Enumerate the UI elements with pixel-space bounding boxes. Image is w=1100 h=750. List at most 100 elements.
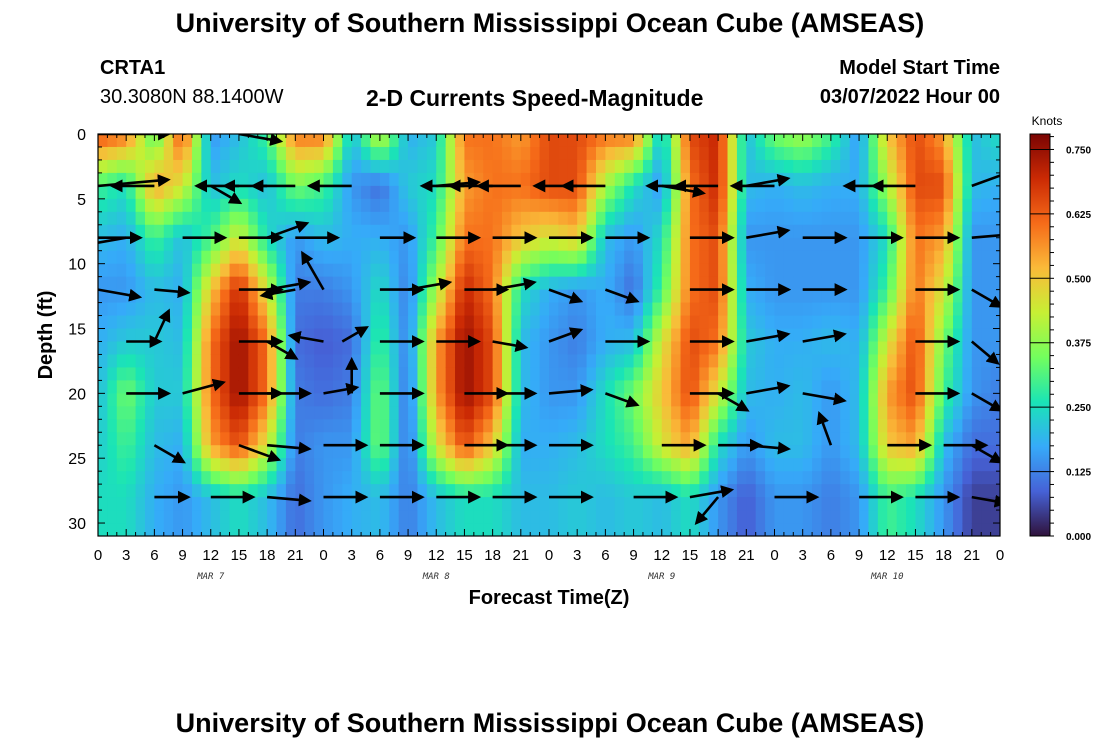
heatmap-cell xyxy=(661,315,672,330)
heatmap-cell xyxy=(492,211,503,226)
heatmap-cell xyxy=(943,146,954,161)
heatmap-cell xyxy=(558,354,569,369)
heatmap-cell xyxy=(445,250,456,265)
heatmap-cell xyxy=(793,432,804,446)
heatmap-cell xyxy=(877,237,888,252)
heatmap-cell xyxy=(267,354,278,369)
heatmap-cell xyxy=(633,484,644,498)
heatmap-cell xyxy=(530,510,541,524)
current-vector xyxy=(154,285,191,299)
heatmap-cell xyxy=(849,328,860,343)
heatmap-cell xyxy=(126,211,137,226)
heatmap-cell xyxy=(342,471,353,485)
heatmap-cell xyxy=(182,406,193,420)
heatmap-cell xyxy=(201,393,212,407)
heatmap-cell xyxy=(765,289,776,304)
heatmap-cell xyxy=(379,341,390,356)
heatmap-cell xyxy=(257,198,268,213)
heatmap-cell xyxy=(746,484,757,498)
heatmap-cell xyxy=(445,419,456,433)
heatmap-cell xyxy=(727,419,738,433)
heatmap-cell xyxy=(267,380,278,394)
heatmap-cell xyxy=(661,367,672,381)
heatmap-cell xyxy=(323,276,334,291)
heatmap-cell xyxy=(126,276,137,291)
model-start-label: Model Start Time xyxy=(839,57,1000,79)
heatmap-cell xyxy=(849,289,860,304)
heatmap-cell xyxy=(859,484,870,498)
heatmap-cell xyxy=(718,250,729,265)
heatmap-cell xyxy=(906,510,917,524)
heatmap-cell xyxy=(351,341,362,356)
heatmap-cell xyxy=(464,432,475,446)
heatmap-cell xyxy=(840,484,851,498)
heatmap-cell xyxy=(98,289,108,304)
heatmap-cell xyxy=(595,328,606,343)
heatmap-cell xyxy=(906,134,917,148)
heatmap-cell xyxy=(906,198,917,213)
heatmap-cell xyxy=(314,224,325,239)
heatmap-cell xyxy=(520,393,531,407)
heatmap-cell xyxy=(953,484,964,498)
heatmap-cell xyxy=(755,198,766,213)
heatmap-cell xyxy=(708,134,719,148)
heatmap-cell xyxy=(906,276,917,291)
heatmap-cell xyxy=(746,471,757,485)
heatmap-cell xyxy=(605,510,616,524)
heatmap-cell xyxy=(708,172,719,187)
heatmap-cell xyxy=(351,134,362,148)
heatmap-cell xyxy=(755,380,766,394)
heatmap-cell xyxy=(229,198,240,213)
heatmap-cell xyxy=(906,471,917,485)
heatmap-cell xyxy=(389,367,400,381)
heatmap-cell xyxy=(436,159,447,174)
heatmap-cell xyxy=(558,159,569,174)
current-vector xyxy=(970,340,1000,365)
heatmap-cell xyxy=(549,328,559,343)
heatmap-cell xyxy=(595,471,606,485)
heatmap-cell xyxy=(408,510,419,524)
heatmap-cell xyxy=(163,224,174,239)
heatmap-cell xyxy=(135,328,146,343)
heatmap-cell xyxy=(173,276,184,291)
heatmap-cell xyxy=(971,471,982,485)
heatmap-cell xyxy=(361,289,372,304)
heatmap-cell xyxy=(577,276,588,291)
heatmap-cell xyxy=(802,458,813,472)
heatmap-cell xyxy=(248,471,259,485)
heatmap-cell xyxy=(699,484,710,498)
heatmap-cell xyxy=(915,211,926,226)
heatmap-cell xyxy=(248,289,259,304)
heatmap-cell xyxy=(135,367,146,381)
heatmap-cell xyxy=(549,458,559,472)
heatmap-cell xyxy=(605,185,616,200)
heatmap-cell xyxy=(718,289,729,304)
heatmap-cell xyxy=(699,393,710,407)
heatmap-cell xyxy=(210,224,221,239)
heatmap-cell xyxy=(398,497,409,511)
heatmap-cell xyxy=(539,224,550,239)
heatmap-cell xyxy=(830,250,841,265)
heatmap-cell xyxy=(483,198,494,213)
heatmap-cell xyxy=(783,250,794,265)
heatmap-cell xyxy=(182,315,193,330)
heatmap-cell xyxy=(577,224,588,239)
heatmap-cell xyxy=(887,172,898,187)
heatmap-cell xyxy=(906,341,917,356)
heatmap-cell xyxy=(210,289,221,304)
heatmap-cell xyxy=(661,406,672,420)
heatmap-cell xyxy=(586,497,597,511)
heatmap-cell xyxy=(173,134,184,148)
heatmap-cell xyxy=(567,185,578,200)
heatmap-cell xyxy=(502,367,513,381)
heatmap-cell xyxy=(859,237,870,252)
heatmap-cell xyxy=(896,497,907,511)
heatmap-cell xyxy=(736,445,747,459)
heatmap-cell xyxy=(680,458,691,472)
heatmap-cell xyxy=(511,134,522,148)
heatmap-cell xyxy=(285,250,296,265)
heatmap-cell xyxy=(736,289,747,304)
heatmap-cell xyxy=(332,224,343,239)
heatmap-cell xyxy=(107,146,118,161)
heatmap-cell xyxy=(220,315,231,330)
